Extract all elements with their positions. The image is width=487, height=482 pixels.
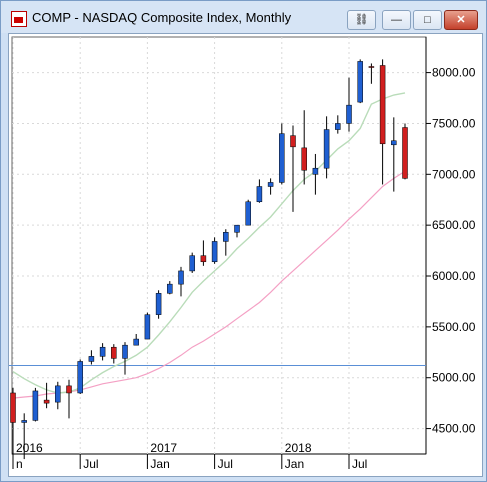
year-label: 2018 bbox=[285, 441, 312, 455]
x-tick-label: n bbox=[16, 457, 23, 471]
candle-body[interactable] bbox=[223, 232, 229, 242]
candle-body[interactable] bbox=[122, 344, 128, 359]
minimize-icon: — bbox=[391, 14, 402, 26]
candle-body[interactable] bbox=[32, 390, 39, 421]
year-label: 2017 bbox=[150, 441, 177, 455]
x-tick-label: Jul bbox=[352, 457, 367, 471]
candle-body[interactable] bbox=[200, 255, 207, 263]
candle-body[interactable] bbox=[99, 346, 106, 357]
candle-body[interactable] bbox=[368, 66, 375, 68]
candle-body[interactable] bbox=[267, 182, 274, 187]
candle-body[interactable] bbox=[279, 133, 285, 183]
candle-body[interactable] bbox=[245, 201, 251, 226]
candle-body[interactable] bbox=[312, 167, 319, 175]
candle-body[interactable] bbox=[391, 140, 397, 146]
minimize-button[interactable]: — bbox=[382, 10, 411, 30]
candle-body[interactable] bbox=[290, 135, 296, 148]
candle-body[interactable] bbox=[10, 392, 16, 423]
y-tick-label: 6500.00 bbox=[432, 218, 476, 232]
year-label: 2016 bbox=[16, 441, 43, 455]
candle-body[interactable] bbox=[346, 104, 352, 124]
candlestick-chart[interactable]: 4500.00 5000.00 5500.00 6000.00 6500.00 7000.… bbox=[9, 34, 482, 476]
x-tick-label: Jul bbox=[218, 457, 233, 471]
title-bar[interactable]: COMP - NASDAQ Composite Index, Monthly ⛓… bbox=[1, 1, 486, 33]
candle-body[interactable] bbox=[335, 123, 341, 130]
candle-body[interactable] bbox=[256, 186, 263, 203]
candle-body[interactable] bbox=[55, 385, 61, 403]
y-tick-label: 5000.00 bbox=[432, 371, 476, 385]
y-tick-label: 5500.00 bbox=[432, 320, 476, 334]
x-tick-label: Jan bbox=[285, 457, 304, 471]
link-button[interactable]: ⛓ bbox=[347, 10, 376, 30]
candle-body[interactable] bbox=[178, 270, 184, 285]
y-tick-label: 4500.00 bbox=[432, 422, 476, 436]
y-tick-label: 8000.00 bbox=[432, 66, 476, 80]
close-button[interactable]: ✕ bbox=[444, 10, 478, 30]
candle-body[interactable] bbox=[301, 147, 307, 171]
close-icon: ✕ bbox=[456, 14, 466, 26]
chart-area[interactable]: 4500.00 5000.00 5500.00 6000.00 6500.00 7000.… bbox=[8, 33, 483, 477]
y-tick-label: 7000.00 bbox=[432, 167, 476, 181]
y-tick-label: 7500.00 bbox=[432, 116, 476, 130]
candle-body[interactable] bbox=[189, 255, 195, 272]
candle-body[interactable] bbox=[144, 314, 151, 340]
candle-body[interactable] bbox=[357, 61, 363, 103]
candle-body[interactable] bbox=[155, 293, 162, 315]
y-tick-label: 6000.00 bbox=[432, 269, 476, 283]
candle-body[interactable] bbox=[133, 338, 139, 346]
x-tick-label: Jan bbox=[150, 457, 169, 471]
candle-body[interactable] bbox=[111, 346, 117, 359]
candle-body[interactable] bbox=[43, 399, 50, 404]
candle-body[interactable] bbox=[211, 241, 218, 263]
candle-body[interactable] bbox=[21, 420, 27, 423]
x-tick-label: Jul bbox=[83, 457, 98, 471]
candle-body[interactable] bbox=[234, 224, 240, 233]
candle-body[interactable] bbox=[77, 361, 83, 394]
candle-body[interactable] bbox=[66, 385, 72, 394]
window-title: COMP - NASDAQ Composite Index, Monthly bbox=[32, 10, 292, 25]
candle-body[interactable] bbox=[402, 127, 408, 179]
candle-body[interactable] bbox=[379, 65, 386, 145]
candle-body[interactable] bbox=[88, 356, 95, 362]
maximize-button[interactable]: □ bbox=[413, 10, 442, 30]
maximize-icon: □ bbox=[424, 14, 431, 26]
candle-body[interactable] bbox=[323, 129, 330, 169]
app-icon bbox=[11, 11, 27, 27]
candle-body[interactable] bbox=[167, 283, 173, 294]
link-icon: ⛓ bbox=[354, 14, 369, 26]
